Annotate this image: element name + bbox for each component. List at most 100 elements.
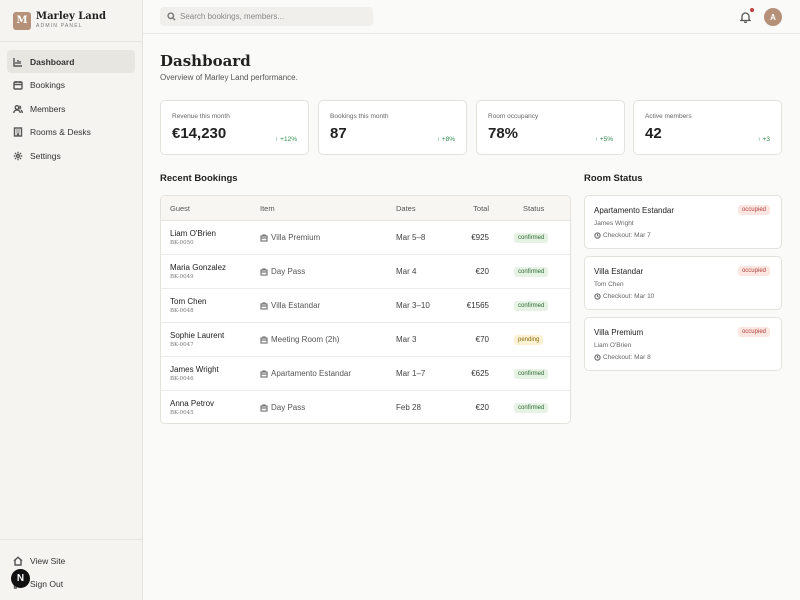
booking-dates: Mar 3–10 — [396, 301, 430, 310]
brand-name: Marley Land — [36, 11, 107, 22]
view-site-label: View Site — [30, 555, 66, 566]
room-card[interactable]: Apartamento Estandar occupied James Wright… — [584, 195, 782, 249]
chart-icon — [13, 57, 22, 67]
status-badge: confirmed — [514, 369, 549, 379]
stat-card-occupancy: Room occupancy 78% ↑ +5% — [476, 100, 625, 155]
room-guest: Tom Chen — [594, 281, 624, 288]
checkout-label: Checkout: Mar 10 — [603, 293, 655, 300]
stat-card-bookings: Bookings this month 87 ↑ +8% — [318, 100, 467, 155]
guest-name: Sophie Laurent — [170, 331, 225, 340]
sidebar-item-label: Dashboard — [30, 56, 75, 67]
room-icon — [260, 301, 268, 310]
room-checkout: Checkout: Mar 7 — [594, 232, 651, 239]
booking-dates: Mar 4 — [396, 267, 417, 276]
guest-name: James Wright — [170, 365, 219, 374]
sidebar-item-bookings[interactable]: Bookings — [7, 74, 135, 97]
booking-item: Apartamento Estandar — [260, 369, 351, 378]
stat-card-members: Active members 42 ↑ +3 — [633, 100, 782, 155]
page-title: Dashboard — [160, 52, 251, 70]
booking-id: BK-0045 — [170, 410, 194, 416]
clock-icon — [594, 354, 601, 361]
view-site-link[interactable]: View Site — [7, 549, 136, 572]
sign-out-label: Sign Out — [30, 579, 64, 589]
home-icon — [13, 555, 23, 566]
room-icon — [260, 233, 268, 242]
brand[interactable]: M Marley Land ADMIN PANEL — [0, 0, 142, 42]
stat-value: €14,230 — [172, 125, 227, 142]
table-row[interactable]: Anna Petrov BK-0045 Day Pass Feb 28 €20 confi… — [161, 391, 570, 423]
clock-icon — [594, 293, 601, 300]
stat-label: Active members — [645, 113, 692, 120]
room-icon — [260, 335, 268, 344]
notification-dot — [750, 8, 754, 12]
topbar: A — [143, 0, 800, 34]
guest-name: Maria Gonzalez — [170, 263, 227, 272]
stat-delta: ↑ +12% — [275, 136, 297, 143]
sidebar-nav: Dashboard Bookings Members Rooms & Desks… — [0, 42, 142, 176]
sidebar: M Marley Land ADMIN PANEL Dashboard Book… — [0, 0, 143, 600]
search-bar[interactable] — [160, 7, 373, 26]
booking-dates: Feb 28 — [396, 403, 421, 412]
sidebar-item-dashboard[interactable]: Dashboard — [7, 50, 135, 73]
item-label: Day Pass — [271, 403, 306, 412]
item-label: Apartamento Estandar — [271, 369, 352, 378]
table-row[interactable]: Tom Chen BK-0048 Villa Estandar Mar 3–10 €15… — [161, 289, 570, 323]
stat-value: 87 — [330, 125, 347, 142]
booking-id: BK-0046 — [170, 376, 194, 382]
room-name: Villa Estandar — [594, 267, 644, 276]
table-row[interactable]: James Wright BK-0046 Apartamento Estandar M… — [161, 357, 570, 391]
column-header-item: Item — [260, 204, 275, 213]
stat-delta: ↑ +5% — [594, 136, 613, 143]
booking-item: Day Pass — [260, 267, 305, 276]
item-label: Meeting Room (2h) — [271, 335, 340, 344]
booking-dates: Mar 5–8 — [396, 233, 426, 242]
booking-dates: Mar 1–7 — [396, 369, 426, 378]
status-badge: confirmed — [514, 233, 549, 243]
room-icon — [260, 369, 268, 378]
sidebar-item-label: Settings — [30, 150, 61, 161]
sidebar-item-label: Rooms & Desks — [30, 127, 91, 137]
sidebar-item-members[interactable]: Members — [7, 97, 135, 120]
sidebar-item-settings[interactable]: Settings — [7, 144, 135, 167]
item-label: Day Pass — [271, 267, 306, 276]
room-checkout: Checkout: Mar 8 — [594, 354, 651, 361]
booking-item: Day Pass — [260, 403, 305, 412]
table-row[interactable]: Maria Gonzalez BK-0049 Day Pass Mar 4 €20 con… — [161, 255, 570, 289]
guest-name: Tom Chen — [170, 297, 207, 306]
sidebar-item-label: Bookings — [30, 80, 65, 90]
page-subtitle: Overview of Marley Land performance. — [160, 73, 298, 82]
room-name: Villa Premium — [594, 328, 644, 337]
stat-value: 78% — [488, 125, 519, 142]
room-card[interactable]: Villa Premium occupied Liam O'Brien Checkou… — [584, 317, 782, 371]
n-badge[interactable]: N — [11, 569, 30, 588]
booking-total: €1565 — [466, 301, 489, 310]
stat-delta: ↑ +3 — [757, 136, 770, 143]
item-label: Villa Premium — [271, 233, 321, 242]
item-label: Villa Estandar — [271, 301, 321, 310]
stats-row: Revenue this month €14,230 ↑ +12% Bookin… — [160, 100, 782, 155]
stat-delta: ↑ +8% — [436, 136, 455, 143]
users-icon — [13, 104, 23, 113]
sidebar-item-rooms-desks[interactable]: Rooms & Desks — [7, 121, 135, 144]
notifications-button[interactable] — [739, 8, 754, 24]
table-header: Guest Item Dates Total Status — [161, 196, 570, 221]
status-badge: confirmed — [514, 301, 549, 311]
booking-id: BK-0050 — [170, 240, 194, 246]
search-input[interactable] — [180, 12, 360, 21]
room-icon — [260, 403, 268, 412]
guest-name: Liam O'Brien — [170, 229, 216, 238]
checkout-label: Checkout: Mar 8 — [603, 354, 651, 361]
sidebar-item-label: Members — [30, 103, 66, 114]
stat-label: Bookings this month — [330, 113, 389, 120]
brand-subtitle: ADMIN PANEL — [36, 23, 83, 29]
building-icon — [13, 127, 23, 137]
user-avatar[interactable]: A — [764, 8, 782, 26]
room-card[interactable]: Villa Estandar occupied Tom Chen Checkout: … — [584, 256, 782, 310]
room-status-badge: occupied — [737, 327, 770, 337]
guest-name: Anna Petrov — [170, 399, 215, 408]
booking-id: BK-0049 — [170, 274, 194, 280]
table-row[interactable]: Sophie Laurent BK-0047 Meeting Room (2h) Ma… — [161, 323, 570, 357]
room-status-title: Room Status — [584, 173, 643, 184]
column-header-status: Status — [523, 204, 545, 213]
table-row[interactable]: Liam O'Brien BK-0050 Villa Premium Mar 5–8 €… — [161, 221, 570, 255]
